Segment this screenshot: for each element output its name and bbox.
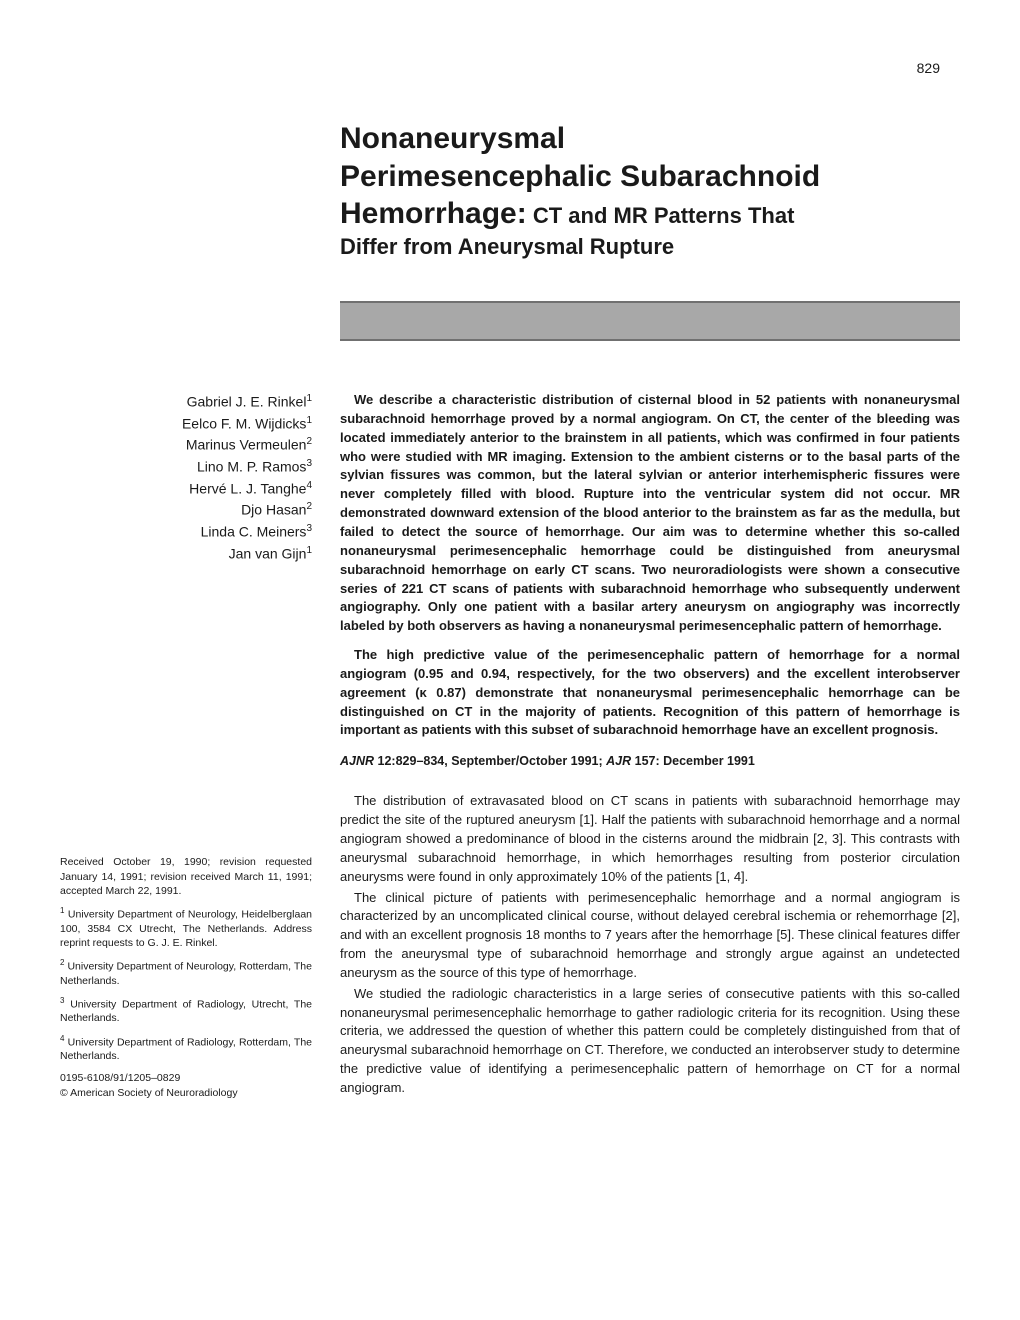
content-area: Gabriel J. E. Rinkel1 Eelco F. M. Wijdic…	[60, 391, 960, 1100]
abstract-p1: We describe a characteristic distributio…	[340, 391, 960, 636]
received-dates: Received October 19, 1990; revision requ…	[60, 855, 312, 898]
affiliation-3: 3 University Department of Radiology, Ut…	[60, 996, 312, 1026]
title-line-1: Nonaneurysmal	[340, 120, 960, 158]
issn-copyright: 0195-6108/91/1205–0829 © American Societ…	[60, 1071, 312, 1099]
page-number: 829	[917, 60, 940, 76]
title-line-3: Hemorrhage: CT and MR Patterns That	[340, 195, 960, 233]
left-column: Gabriel J. E. Rinkel1 Eelco F. M. Wijdic…	[60, 391, 312, 1100]
author: Jan van Gijn1	[60, 543, 312, 565]
body-p3: We studied the radiologic characteristic…	[340, 985, 960, 1098]
body-p2: The clinical picture of patients with pe…	[340, 889, 960, 983]
abstract-p2: The high predictive value of the perimes…	[340, 646, 960, 740]
author: Djo Hasan2	[60, 499, 312, 521]
title-line-2: Perimesencephalic Subarachnoid	[340, 158, 960, 196]
article-metadata: Received October 19, 1990; revision requ…	[60, 855, 312, 1099]
title-line-4: Differ from Aneurysmal Rupture	[340, 233, 960, 262]
right-column: We describe a characteristic distributio…	[340, 391, 960, 1100]
author: Eelco F. M. Wijdicks1	[60, 413, 312, 435]
author: Gabriel J. E. Rinkel1	[60, 391, 312, 413]
affiliation-4: 4 University Department of Radiology, Ro…	[60, 1034, 312, 1064]
author: Lino M. P. Ramos3	[60, 456, 312, 478]
decorative-bar	[340, 301, 960, 341]
citation-line: AJNR 12:829–834, September/October 1991;…	[340, 754, 960, 768]
affiliation-1: 1 University Department of Neurology, He…	[60, 906, 312, 950]
author-list: Gabriel J. E. Rinkel1 Eelco F. M. Wijdic…	[60, 391, 312, 564]
author: Linda C. Meiners3	[60, 521, 312, 543]
affiliation-2: 2 University Department of Neurology, Ro…	[60, 958, 312, 988]
title-subtitle-a: CT and MR Patterns That	[527, 203, 795, 228]
title-hemorrhage: Hemorrhage:	[340, 197, 527, 230]
body-text: The distribution of extravasated blood o…	[340, 792, 960, 1098]
author: Hervé L. J. Tanghe4	[60, 478, 312, 500]
body-p1: The distribution of extravasated blood o…	[340, 792, 960, 886]
author: Marinus Vermeulen2	[60, 434, 312, 456]
article-title: Nonaneurysmal Perimesencephalic Subarach…	[340, 120, 960, 261]
abstract: We describe a characteristic distributio…	[340, 391, 960, 740]
